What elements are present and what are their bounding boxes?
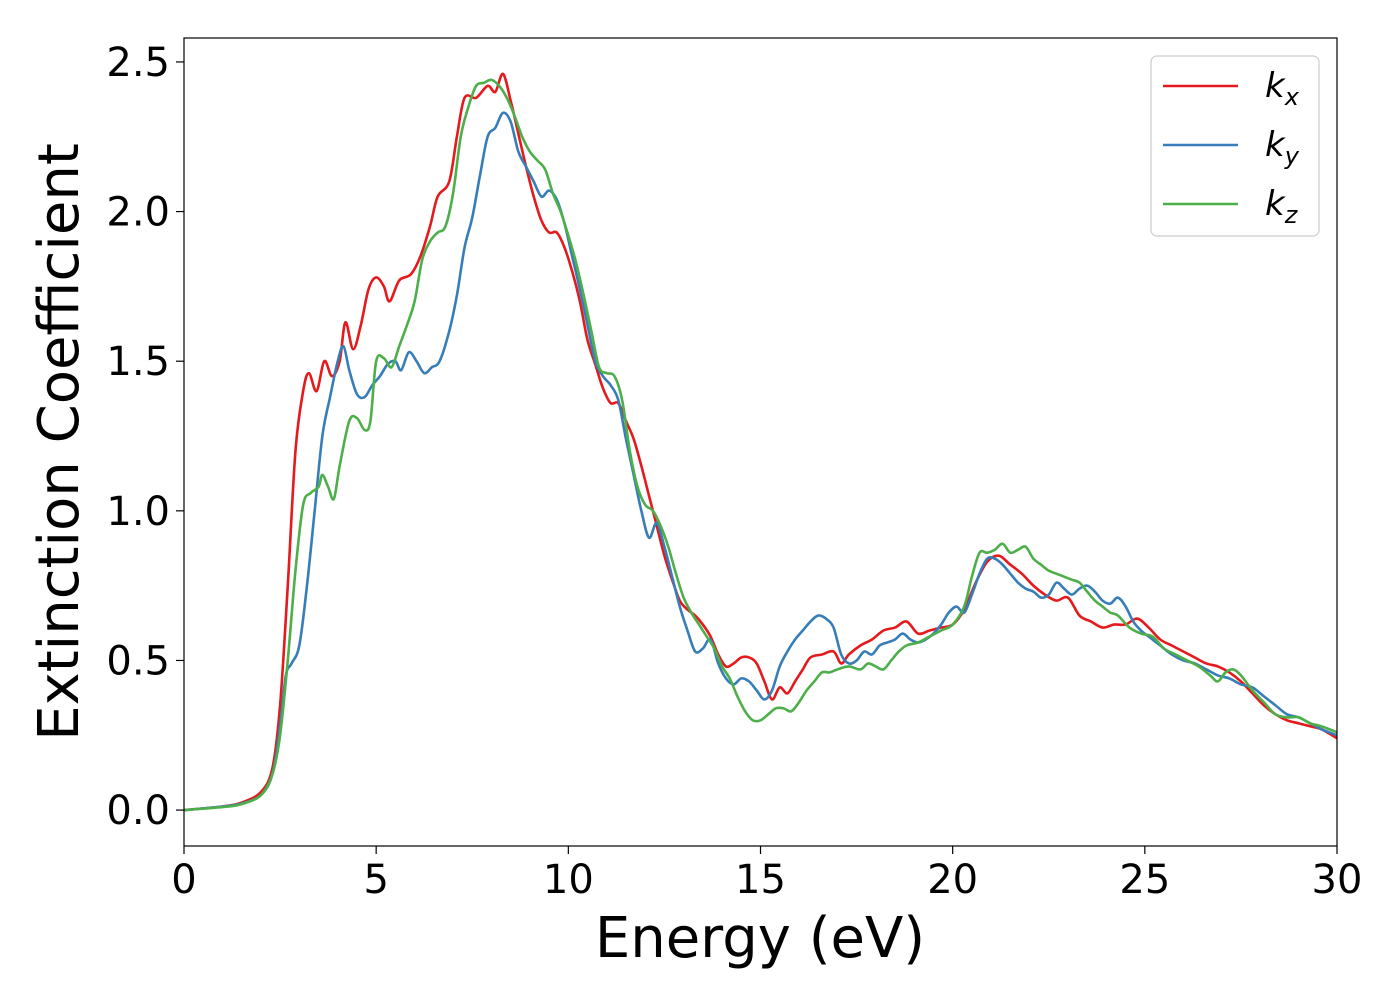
x-tick-label: 0: [171, 857, 196, 903]
x-tick-label: 20: [927, 857, 978, 903]
x-axis: 0 5 10 15 20 25 30: [171, 846, 1362, 903]
series-line-z: [184, 78, 1337, 812]
y-tick-label: 2.0: [106, 190, 170, 236]
x-axis-title: Energy (eV): [595, 906, 925, 971]
series-line-x: [184, 72, 1337, 812]
x-tick-label: 25: [1119, 857, 1170, 903]
y-tick-label: 1.0: [106, 489, 170, 535]
series-layer: [184, 72, 1337, 812]
y-axis-title: Extinction Coefficient: [27, 143, 92, 741]
x-tick-label: 30: [1312, 857, 1363, 903]
y-tick-label: 1.5: [106, 339, 170, 385]
x-tick-label: 10: [543, 857, 594, 903]
y-axis: 0.0 0.5 1.0 1.5 2.0 2.5: [106, 40, 184, 834]
x-tick-label: 5: [363, 857, 388, 903]
y-tick-label: 0.5: [106, 638, 170, 684]
x-tick-label: 15: [735, 857, 786, 903]
y-tick-label: 2.5: [106, 40, 170, 86]
y-tick-label: 0.0: [106, 788, 170, 834]
series-line-y: [184, 111, 1337, 812]
